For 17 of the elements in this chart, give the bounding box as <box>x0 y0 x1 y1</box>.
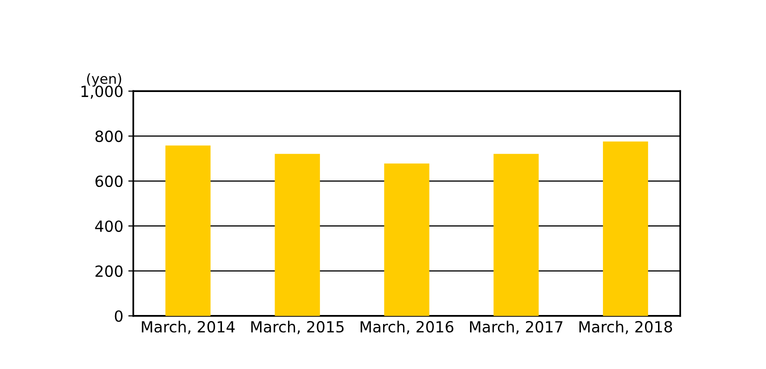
bar <box>384 163 430 316</box>
x-tick-label: March, 2016 <box>360 320 454 334</box>
x-tick-label: March, 2017 <box>470 320 562 334</box>
bar <box>165 146 211 316</box>
y-tick-label: 600 <box>95 175 123 188</box>
bar <box>494 154 539 316</box>
x-tick-label: March, 2015 <box>251 320 344 334</box>
y-tick-label: 200 <box>96 265 123 277</box>
y-tick-label: 800 <box>95 130 123 142</box>
bar <box>602 141 648 316</box>
x-tick-label: March, 2018 <box>579 320 672 334</box>
y-tick-label: 400 <box>95 220 123 232</box>
y-tick-label: 0 <box>114 310 123 322</box>
bar <box>274 154 320 316</box>
x-tick-label: March, 2014 <box>142 320 235 334</box>
y-axis-title: (yen) <box>87 73 122 87</box>
y-tick-label: 1,000 <box>82 86 123 99</box>
